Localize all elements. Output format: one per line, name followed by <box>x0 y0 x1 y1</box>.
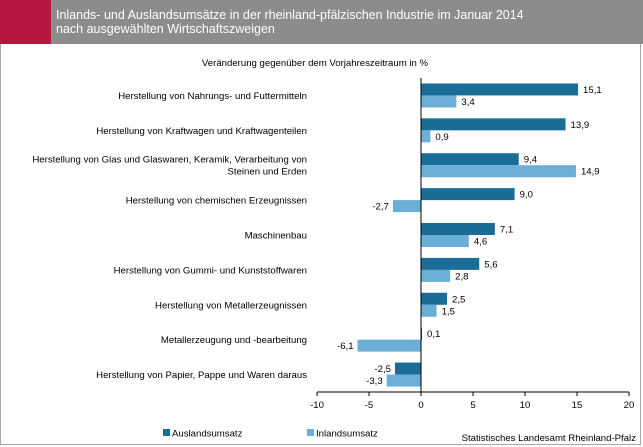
source-credit: Statistisches Landesamt Rheinland-Pfalz <box>462 433 637 444</box>
value-label: 9,4 <box>524 155 538 166</box>
category-label: Maschinenbau <box>245 231 307 242</box>
legend-label: Auslandsumsatz <box>172 429 243 440</box>
inlandsumsatz-bar <box>421 304 437 317</box>
x-tick-label: 20 <box>624 400 635 411</box>
value-label: 14,9 <box>581 167 600 178</box>
x-tick-label: -5 <box>365 400 374 411</box>
value-label: 4,6 <box>474 237 487 248</box>
category-label: Herstellung von Papier, Pappe und Waren … <box>96 370 307 381</box>
x-tick-label: 0 <box>418 400 423 411</box>
value-label: -3,3 <box>366 376 383 387</box>
category-label: Herstellung von Nahrungs- und Futtermitt… <box>118 91 307 102</box>
inlandsumsatz-bar <box>357 339 421 352</box>
x-tick-label: -10 <box>310 400 324 411</box>
auslandsumsatz-bar <box>421 223 495 235</box>
value-label: 0,1 <box>427 329 440 340</box>
value-label: 13,9 <box>571 120 590 131</box>
auslandsumsatz-bar <box>421 292 447 305</box>
legend-swatch <box>163 429 170 436</box>
chart-frame <box>0 44 641 445</box>
inlandsumsatz-bar <box>421 269 451 282</box>
value-label: -2,5 <box>374 364 391 375</box>
auslandsumsatz-bar <box>421 188 515 201</box>
category-label: Herstellung von Metallerzeugnissen <box>155 300 307 311</box>
auslandsumsatz-bar <box>395 362 421 375</box>
inlandsumsatz-bar <box>421 235 469 247</box>
title-bar <box>0 0 643 44</box>
category-label: Herstellung von Gummi- und Kunststoffwar… <box>114 265 307 276</box>
value-label: 1,5 <box>442 306 455 317</box>
x-tick-label: 5 <box>470 400 475 411</box>
legend-swatch <box>307 429 314 436</box>
x-tick-label: 15 <box>572 400 583 411</box>
category-label: Herstellung von Kraftwagen und Kraftwage… <box>96 126 307 137</box>
category-label: Herstellung von Glas und Glaswaren, Kera… <box>32 155 307 166</box>
auslandsumsatz-bar <box>421 327 423 340</box>
inlandsumsatz-bar <box>421 95 457 108</box>
auslandsumsatz-bar <box>421 257 480 270</box>
value-label: 15,1 <box>583 85 602 96</box>
x-tick-label: 10 <box>520 400 531 411</box>
legend-label: Inlandsumsatz <box>316 429 378 440</box>
chart-title-line2: nach ausgewählten Wirtschaftszweigen <box>56 22 275 36</box>
category-label: Herstellung von chemischen Erzeugnissen <box>126 196 307 207</box>
inlandsumsatz-bar <box>421 165 576 178</box>
category-label: Metallerzeugung und -bearbeitung <box>161 335 307 346</box>
value-label: -6,1 <box>337 341 354 352</box>
auslandsumsatz-bar <box>421 118 566 131</box>
chart-title: Inlands- und Auslandsumsätze in der rhei… <box>56 8 636 36</box>
value-label: 2,8 <box>455 271 468 282</box>
value-label: 3,4 <box>461 97 475 108</box>
chart-subtitle: Veränderung gegenüber dem Vorjahreszeitr… <box>202 58 429 69</box>
value-label: 2,5 <box>452 294 465 305</box>
chart-title-line1: Inlands- und Auslandsumsätze in der rhei… <box>56 8 524 22</box>
inlandsumsatz-bar <box>392 200 421 213</box>
value-label: -2,7 <box>372 202 389 213</box>
value-label: 5,6 <box>484 259 497 270</box>
category-label: Steinen und Erden <box>228 167 307 178</box>
inlandsumsatz-bar <box>386 374 421 387</box>
title-accent <box>0 0 51 44</box>
auslandsumsatz-bar <box>421 153 519 166</box>
value-label: 9,0 <box>520 190 533 201</box>
value-label: 7,1 <box>500 225 513 236</box>
value-label: 0,9 <box>435 132 448 143</box>
auslandsumsatz-bar <box>421 83 579 96</box>
inlandsumsatz-bar <box>421 130 431 143</box>
